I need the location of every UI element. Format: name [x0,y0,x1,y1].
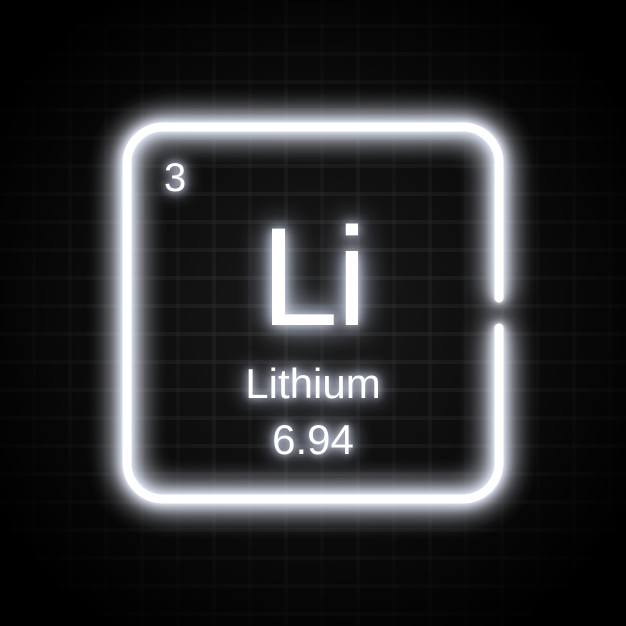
element-name: Lithium [118,360,508,408]
atomic-mass: 6.94 [118,416,508,464]
tile-content: 3 Li Lithium 6.94 [118,118,508,508]
element-tile: 3 Li Lithium 6.94 [118,118,508,508]
atomic-number: 3 [164,156,186,201]
canvas: 3 Li Lithium 6.94 [0,0,626,626]
element-symbol: Li [118,196,508,358]
